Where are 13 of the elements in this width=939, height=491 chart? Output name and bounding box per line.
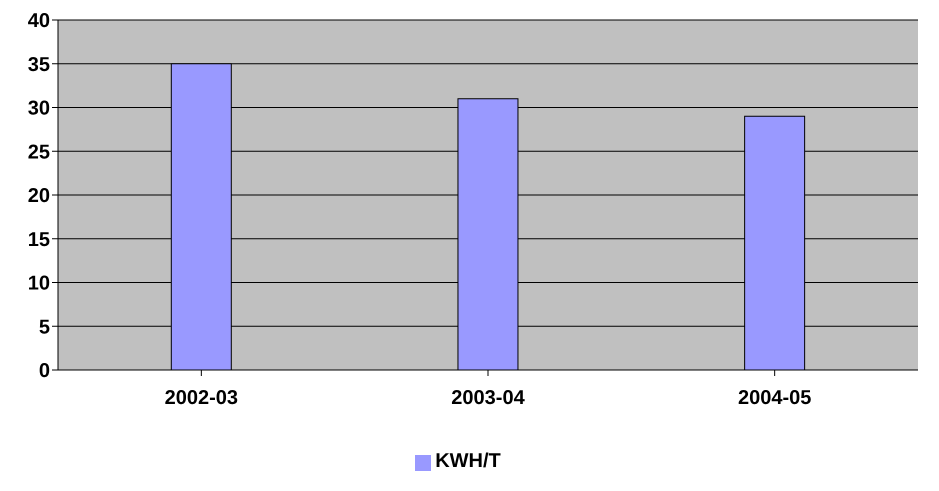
y-tick-label: 15 (28, 228, 50, 251)
y-tick-label: 40 (28, 10, 50, 32)
y-tick-label: 0 (38, 360, 50, 382)
legend-label: KWH/T (435, 450, 501, 472)
x-tick-label: 2004-05 (738, 387, 812, 410)
y-tick-label: 30 (28, 98, 50, 120)
y-tick-label: 35 (28, 54, 50, 76)
y-tick-label: 10 (28, 272, 50, 295)
x-tick-label: 2002-03 (164, 387, 238, 410)
y-tick-label: 25 (28, 141, 50, 164)
x-tick-label: 2003-04 (451, 387, 526, 410)
y-tick-label: 20 (28, 185, 50, 208)
y-tick-label: 5 (38, 316, 50, 338)
